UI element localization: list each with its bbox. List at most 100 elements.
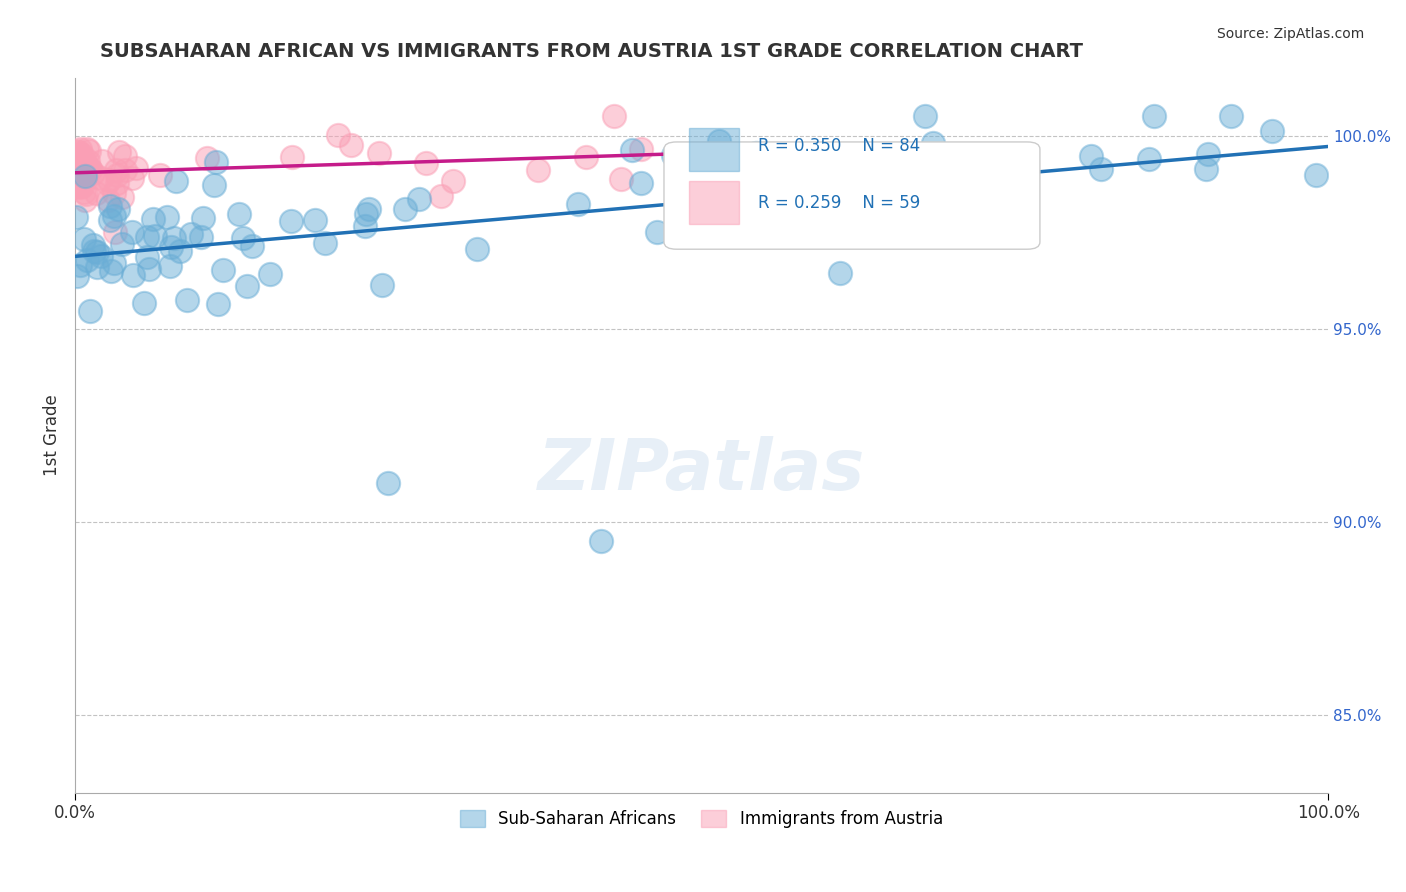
Point xyxy=(83,244,105,259)
Point xyxy=(202,178,225,192)
Legend: Sub-Saharan Africans, Immigrants from Austria: Sub-Saharan Africans, Immigrants from Au… xyxy=(454,803,949,834)
Point xyxy=(97,194,120,208)
Point xyxy=(104,163,127,178)
Point xyxy=(149,168,172,182)
Point xyxy=(408,192,430,206)
Point xyxy=(240,239,263,253)
Point xyxy=(98,173,121,187)
Point xyxy=(73,169,96,184)
Point xyxy=(1261,124,1284,138)
Point xyxy=(98,198,121,212)
Point xyxy=(70,153,93,168)
Point xyxy=(163,231,186,245)
Point xyxy=(304,213,326,227)
Point xyxy=(108,145,131,159)
Point xyxy=(921,136,943,150)
Point xyxy=(952,149,974,163)
Point xyxy=(98,213,121,227)
Point xyxy=(1197,147,1219,161)
Point xyxy=(103,255,125,269)
Point xyxy=(76,153,98,168)
Point xyxy=(603,109,626,123)
Point xyxy=(733,166,755,180)
Point xyxy=(574,150,596,164)
Point xyxy=(73,171,96,186)
Point xyxy=(103,209,125,223)
Point xyxy=(65,147,87,161)
Bar xyxy=(689,181,740,224)
Point xyxy=(195,151,218,165)
Point xyxy=(193,211,215,225)
Point xyxy=(65,210,87,224)
Point xyxy=(142,211,165,226)
Point xyxy=(82,237,104,252)
Point xyxy=(66,147,89,161)
Point xyxy=(235,278,257,293)
Point xyxy=(136,250,159,264)
Point xyxy=(66,145,89,159)
Point xyxy=(672,203,695,218)
Point xyxy=(160,240,183,254)
Point xyxy=(65,179,87,194)
Point xyxy=(1143,109,1166,123)
Y-axis label: 1st Grade: 1st Grade xyxy=(44,394,60,476)
Text: SUBSAHARAN AFRICAN VS IMMIGRANTS FROM AUSTRIA 1ST GRADE CORRELATION CHART: SUBSAHARAN AFRICAN VS IMMIGRANTS FROM AU… xyxy=(100,42,1083,61)
Text: Source: ZipAtlas.com: Source: ZipAtlas.com xyxy=(1216,27,1364,41)
Point xyxy=(745,146,768,161)
Point xyxy=(830,266,852,280)
Point xyxy=(103,186,125,201)
Point xyxy=(526,163,548,178)
Point xyxy=(394,202,416,217)
Point xyxy=(73,155,96,169)
Point xyxy=(567,197,589,211)
Point xyxy=(66,268,89,283)
Point xyxy=(180,227,202,241)
Point xyxy=(76,253,98,268)
Point xyxy=(69,258,91,272)
Text: R = 0.259    N = 59: R = 0.259 N = 59 xyxy=(758,194,920,211)
Point xyxy=(65,169,87,184)
Point xyxy=(86,244,108,259)
Point xyxy=(90,171,112,186)
Point xyxy=(114,149,136,163)
Point xyxy=(75,193,97,207)
Point xyxy=(357,202,380,216)
Point xyxy=(66,145,89,160)
Text: R = 0.350    N = 84: R = 0.350 N = 84 xyxy=(758,136,920,154)
Point xyxy=(415,155,437,169)
Point xyxy=(96,176,118,190)
Point xyxy=(1090,161,1112,176)
Point xyxy=(190,230,212,244)
Point xyxy=(75,186,97,201)
Point xyxy=(707,134,730,148)
Point xyxy=(77,144,100,158)
Point xyxy=(772,186,794,200)
Point xyxy=(1219,109,1241,123)
Point xyxy=(69,180,91,194)
Point xyxy=(66,150,89,164)
Point xyxy=(107,202,129,217)
Point xyxy=(76,142,98,156)
Point xyxy=(212,263,235,277)
Point xyxy=(73,186,96,200)
Point xyxy=(79,162,101,177)
Point xyxy=(79,161,101,176)
Bar xyxy=(689,128,740,170)
Point xyxy=(207,297,229,311)
Point xyxy=(105,168,128,182)
Point xyxy=(138,262,160,277)
Point xyxy=(1080,149,1102,163)
Point xyxy=(354,207,377,221)
Point xyxy=(280,214,302,228)
Point xyxy=(122,268,145,282)
Point xyxy=(259,268,281,282)
Text: ZIPatlas: ZIPatlas xyxy=(538,436,865,506)
Point xyxy=(281,150,304,164)
Point xyxy=(125,161,148,175)
Point xyxy=(205,155,228,169)
Point xyxy=(368,145,391,160)
Point xyxy=(630,177,652,191)
Point xyxy=(232,231,254,245)
Point xyxy=(136,230,159,244)
Point xyxy=(591,534,613,549)
